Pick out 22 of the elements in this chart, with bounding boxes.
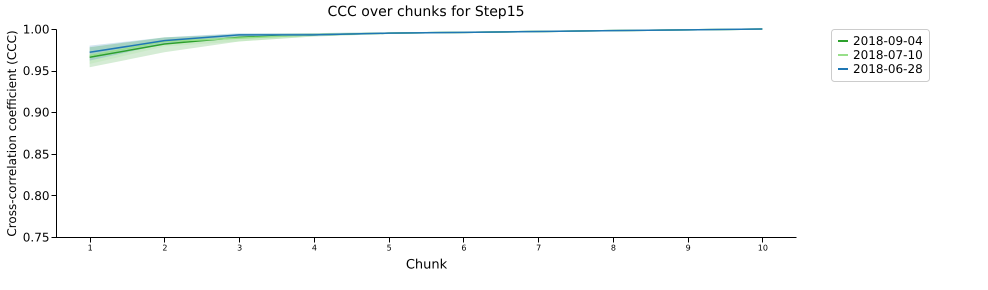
x-tick-label: 6	[461, 244, 466, 252]
legend-label: 2018-07-10	[853, 48, 923, 62]
x-tick-label: 2	[162, 244, 168, 252]
x-tick-label: 7	[536, 244, 542, 252]
x-tick-label: 1	[88, 244, 93, 252]
x-tick-label: 10	[758, 244, 768, 252]
x-axis-title: Chunk	[406, 258, 448, 272]
y-tick-label: 0.90	[22, 106, 50, 120]
y-tick-label: 0.95	[22, 64, 50, 78]
x-tick-label: 3	[237, 244, 242, 252]
y-tick-label: 0.80	[22, 188, 50, 203]
x-tick-label: 4	[312, 244, 317, 252]
x-tick-label: 8	[610, 244, 616, 252]
x-tick-label: 9	[686, 244, 691, 252]
legend-label: 2018-06-28	[853, 62, 923, 76]
legend-label: 2018-09-04	[853, 34, 923, 48]
y-tick-label: 0.85	[22, 147, 50, 162]
y-axis-title: Cross-correlation coefficient (CCC)	[4, 30, 19, 237]
chart-title: CCC over chunks for Step15	[327, 4, 525, 20]
y-tick-label: 0.75	[22, 230, 50, 244]
y-tick-label: 1.00	[22, 22, 50, 36]
x-tick-label: 5	[386, 244, 392, 252]
